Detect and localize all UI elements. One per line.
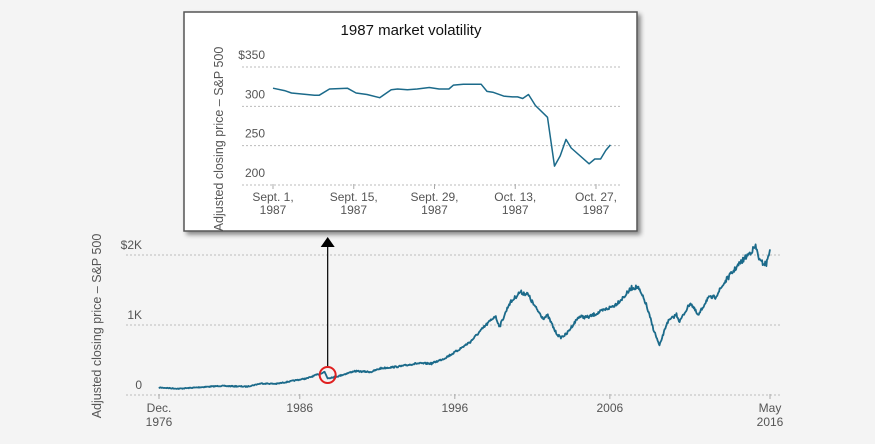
inset-x-tick-label: Sept. 29, bbox=[410, 190, 458, 204]
inset-x-tick-label: 1987 bbox=[421, 203, 448, 217]
inset-x-tick-label: 1987 bbox=[260, 203, 287, 217]
main-x-tick-label: Dec. bbox=[147, 401, 172, 415]
main-series-line bbox=[158, 243, 771, 390]
main-gridlines bbox=[126, 254, 782, 396]
main-x-tick-label: 2016 bbox=[757, 415, 784, 429]
main-y-tick-label: 0 bbox=[135, 378, 142, 392]
crash-highlight-circle bbox=[318, 366, 337, 384]
inset-x-tick-label: 1987 bbox=[583, 203, 610, 217]
inset-title: 1987 market volatility bbox=[341, 22, 482, 39]
main-chart: Adjusted closing price – S&P 500 01K$2K … bbox=[90, 234, 784, 429]
main-x-tick-label: 1986 bbox=[286, 401, 313, 415]
inset-panel bbox=[183, 11, 638, 232]
inset-y-tick-label: 200 bbox=[245, 166, 265, 180]
inset-x-tick-label: Sept. 1, bbox=[252, 190, 293, 204]
inset-series-line bbox=[272, 83, 611, 167]
inset-chart: 1987 market volatility Adjusted closing … bbox=[183, 11, 638, 232]
main-y-tick-label: $2K bbox=[121, 238, 142, 252]
inset-x-tick-label: Oct. 13, bbox=[494, 190, 536, 204]
inset-x-tick-label: Sept. 15, bbox=[330, 190, 378, 204]
inset-y-tick-labels: 200 250 300 $350 bbox=[238, 48, 265, 180]
main-x-tick-label: May bbox=[759, 401, 782, 415]
main-x-tick-label: 2006 bbox=[596, 401, 623, 415]
main-x-tick-label: 1976 bbox=[146, 415, 173, 429]
inset-x-tick-label: 1987 bbox=[502, 203, 529, 217]
inset-x-tick-label: 1987 bbox=[340, 203, 367, 217]
inset-y-tick-label: $350 bbox=[238, 48, 265, 62]
main-x-tick-label: 1996 bbox=[441, 401, 468, 415]
inset-y-tick-label: 300 bbox=[245, 87, 265, 101]
arrow-head-icon bbox=[320, 237, 335, 247]
inset-y-axis-title: Adjusted closing price – S&P 500 bbox=[212, 47, 226, 232]
inset-x-tick-label: Oct. 27, bbox=[575, 190, 617, 204]
inset-gridlines bbox=[242, 66, 622, 186]
inset-y-tick-label: 250 bbox=[245, 127, 265, 141]
main-y-tick-label: 1K bbox=[127, 308, 142, 322]
main-y-tick-labels: 0 1K $2K bbox=[121, 238, 143, 392]
main-y-axis-title: Adjusted closing price – S&P 500 bbox=[90, 234, 104, 419]
